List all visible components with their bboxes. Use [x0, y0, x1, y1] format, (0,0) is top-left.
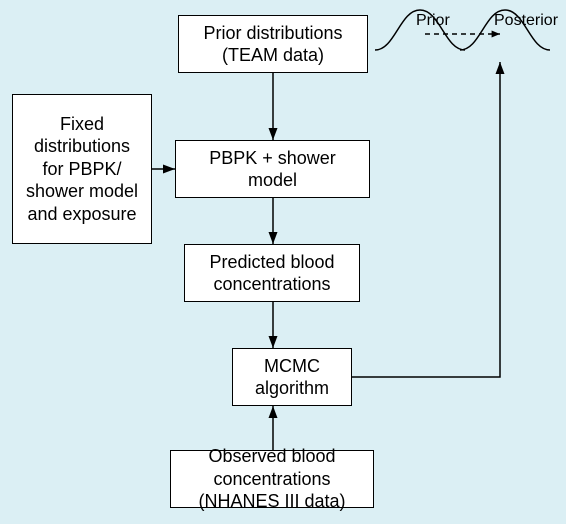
- label-prior: Prior: [416, 12, 450, 30]
- label-posterior: Posterior: [494, 12, 558, 30]
- node-observed-text: Observed blood concentrations (NHANES II…: [198, 445, 345, 513]
- node-pbpk: PBPK + shower model: [175, 140, 370, 198]
- node-prior: Prior distributions (TEAM data): [178, 15, 368, 73]
- node-fixed-text: Fixed distributions for PBPK/ shower mod…: [26, 113, 138, 226]
- node-prior-text: Prior distributions (TEAM data): [203, 22, 342, 67]
- node-observed: Observed blood concentrations (NHANES II…: [170, 450, 374, 508]
- node-predicted-text: Predicted blood concentrations: [209, 251, 334, 296]
- node-fixed: Fixed distributions for PBPK/ shower mod…: [12, 94, 152, 244]
- node-predicted: Predicted blood concentrations: [184, 244, 360, 302]
- node-mcmc-text: MCMC algorithm: [255, 355, 329, 400]
- node-pbpk-text: PBPK + shower model: [209, 147, 336, 192]
- node-mcmc: MCMC algorithm: [232, 348, 352, 406]
